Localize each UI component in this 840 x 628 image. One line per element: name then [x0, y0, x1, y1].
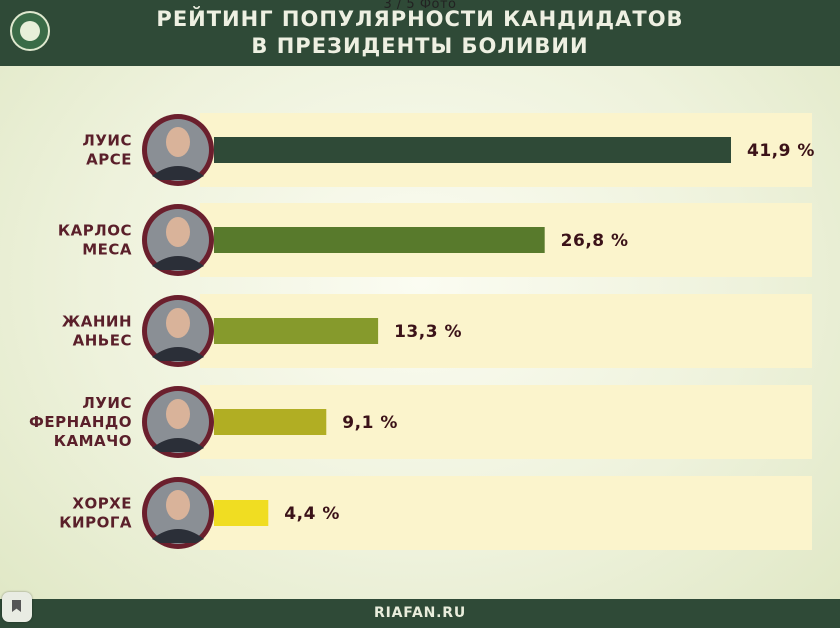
candidate-name-line: ФЕРНАНДО	[29, 413, 132, 431]
candidate-name-line: АРСЕ	[86, 151, 132, 169]
candidate-name-line: МЕСА	[82, 241, 132, 259]
value-label: 13,3 %	[394, 322, 462, 342]
candidate-suit	[152, 529, 204, 543]
header-bar: РЕЙТИНГ ПОПУЛЯРНОСТИ КАНДИДАТОВ В ПРЕЗИД…	[0, 0, 840, 66]
bookmark-icon	[12, 600, 21, 612]
bar	[214, 318, 379, 344]
candidate-name-line: КАМАЧО	[54, 432, 132, 450]
source-label: RIAFAN.RU	[374, 605, 466, 621]
candidate-suit	[152, 166, 204, 180]
candidate-name-line: АНЬЕС	[73, 332, 132, 350]
candidate-face	[166, 127, 190, 157]
chart-title: РЕЙТИНГ ПОПУЛЯРНОСТИ КАНДИДАТОВ В ПРЕЗИД…	[0, 6, 840, 60]
value-label: 26,8 %	[561, 231, 629, 251]
candidate-suit	[152, 256, 204, 270]
row-band	[200, 476, 812, 550]
candidate-face	[166, 399, 190, 429]
value-label: 41,9 %	[747, 141, 815, 161]
footer-bar: RIAFAN.RU	[0, 599, 840, 628]
candidate-name-line: КИРОГА	[59, 514, 132, 532]
bar	[214, 137, 731, 163]
value-label: 9,1 %	[342, 413, 398, 433]
bar	[214, 500, 269, 526]
candidate-name-line: ЛУИС	[82, 394, 132, 412]
bar	[214, 409, 327, 435]
globe-logo-icon	[10, 11, 50, 51]
candidate-face	[166, 490, 190, 520]
candidate-name-line: ХОРХЕ	[72, 495, 132, 513]
candidate-name-line: КАРЛОС	[58, 222, 132, 240]
bookmark-button[interactable]	[2, 592, 32, 622]
candidate-suit	[152, 438, 204, 452]
candidate-name-line: ЛУИС	[82, 132, 132, 150]
candidate-suit	[152, 347, 204, 361]
value-label: 4,4 %	[284, 504, 340, 524]
candidate-face	[166, 217, 190, 247]
candidate-name-line: ЖАНИН	[62, 313, 132, 331]
title-line-1: РЕЙТИНГ ПОПУЛЯРНОСТИ КАНДИДАТОВ	[156, 7, 684, 31]
bar	[214, 227, 545, 253]
candidate-face	[166, 308, 190, 338]
photo-counter: 3 / 5 Фото	[383, 0, 457, 12]
title-line-2: В ПРЕЗИДЕНТЫ БОЛИВИИ	[251, 34, 589, 58]
